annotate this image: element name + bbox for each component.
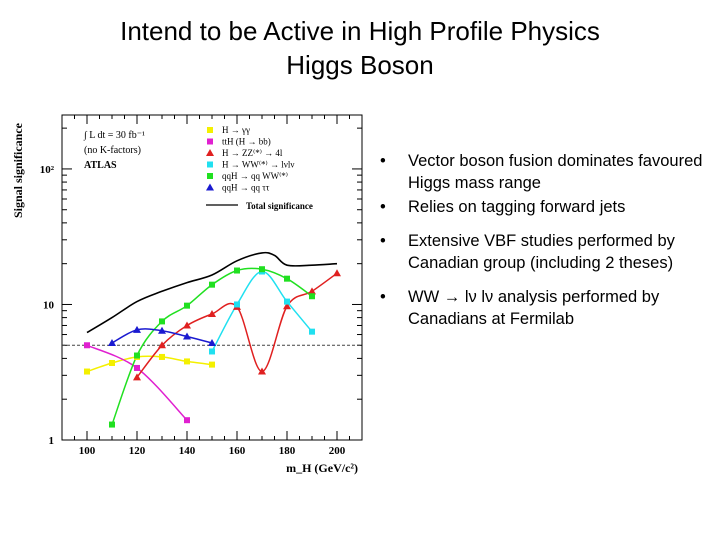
legend-label: H → WW⁽*⁾ → lνlν [222,160,294,170]
data-point [133,373,141,381]
title-line-2: Higgs Boson [286,50,434,80]
bullet-list: • Vector boson fusion dominates favoured… [380,150,710,330]
data-point [109,421,115,428]
data-point [158,341,166,349]
data-point [84,368,90,375]
data-point [308,287,316,295]
x-tick-label: 100 [79,445,96,457]
x-tick-label: 140 [179,445,196,457]
info-text: ATLAS [84,160,117,171]
y-tick-label: 1 [49,435,55,447]
y-tick-label: 10 [43,299,55,311]
higgs-significance-chart: ∫ L dt = 30 fb⁻¹ (no K-factors) ATLAS H → γ… [11,114,363,475]
bullet-text: WW → lν lν analysis performed by Canadia… [408,288,660,328]
bullet-item: • Vector boson fusion dominates favoured… [380,150,710,194]
data-point [333,269,341,277]
data-point [159,318,165,325]
legend-marker [206,149,214,156]
data-point [208,310,216,318]
info-text: ∫ L dt = 30 fb⁻¹ [83,130,145,141]
legend-marker [207,173,213,179]
legend-label: Total significance [246,201,313,211]
data-point [109,359,115,366]
legend-label: qqH → qq ττ [222,183,270,193]
bullet-dot: • [380,198,386,216]
data-point [283,302,291,310]
data-point [309,328,315,335]
data-point [184,358,190,365]
series-line [211,270,313,352]
x-tick-label: 200 [329,445,346,457]
legend-label: H → γγ [222,125,250,135]
legend-label: H → ZZ⁽*⁾ → 4l [222,148,283,158]
legend-marker [207,161,213,168]
bullet-text: Extensive VBF studies performed by Canad… [408,232,675,272]
x-tick-label: 120 [129,445,146,457]
data-point [159,353,165,360]
title-line-1: Intend to be Active in High Profile Phys… [120,16,600,46]
bullet-text: Vector boson fusion dominates favoured H… [408,152,703,192]
data-point [284,298,290,305]
data-point [134,352,140,359]
data-point [158,326,166,334]
series-line [86,355,213,373]
x-tick-label: 160 [229,445,246,457]
data-point [284,275,290,282]
data-point [259,266,265,273]
data-point [183,332,191,340]
data-point [209,348,215,355]
data-point [209,281,215,288]
bullet-dot: • [380,232,386,250]
data-point [209,361,215,368]
legend-marker [206,183,214,191]
data-point [258,367,266,375]
data-point [309,293,315,300]
bullet-text: Relies on tagging forward jets [408,198,626,216]
x-axis-title: m_H (GeV/c²) [286,461,358,475]
y-tick-label: 10² [40,164,55,176]
info-text: (no K-factors) [84,145,141,156]
bullet-item: • Extensive VBF studies performed by Can… [380,230,710,274]
y-axis-title: Signal significance [11,122,25,218]
data-point [234,301,240,308]
series-line [111,267,313,425]
data-point [183,321,191,329]
data-point [184,302,190,309]
x-tick-label: 180 [279,445,296,457]
legend-marker [207,127,213,133]
data-point [184,417,190,424]
legend-label: ttH (H → bb) [222,137,271,147]
bullet-dot: • [380,152,386,170]
legend-label: qqH → qq WW⁽*⁾ [222,171,288,181]
series-line [86,251,338,334]
data-point [234,267,240,274]
data-point [108,338,116,346]
data-point [133,325,141,333]
legend-marker [207,138,213,145]
data-point [208,338,216,346]
data-point [134,364,140,371]
slide-title: Intend to be Active in High Profile Phys… [0,14,720,82]
bullet-dot: • [380,288,386,306]
data-point [84,342,90,349]
bullet-item: • Relies on tagging forward jets [380,196,710,218]
bullet-item: • WW → lν lν analysis performed by Canad… [380,286,710,330]
